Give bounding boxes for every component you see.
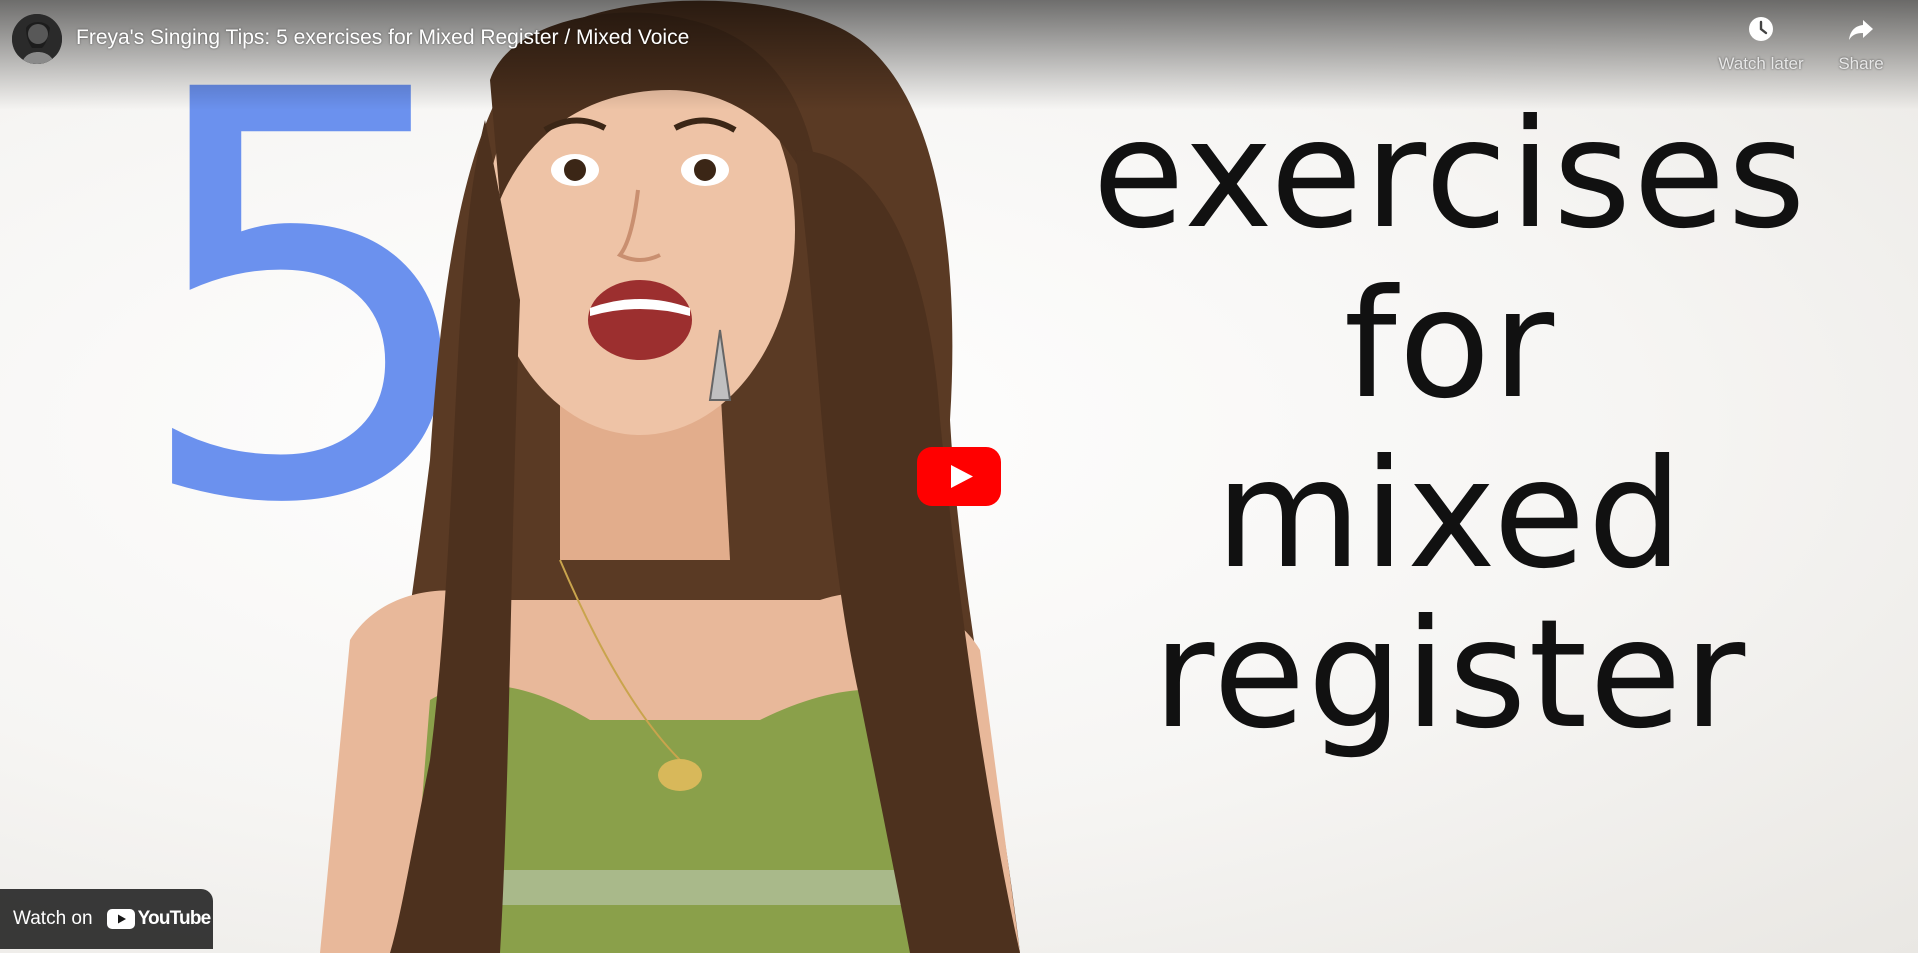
watch-on-label: Watch on — [13, 908, 93, 929]
channel-avatar[interactable] — [12, 14, 62, 64]
youtube-wordmark: YouTube — [137, 908, 212, 929]
watch-later-label: Watch later — [1718, 54, 1804, 73]
thumbnail-text-line-mixed: mixed — [1215, 428, 1685, 602]
avatar-image — [12, 14, 62, 64]
share-button[interactable]: Share — [1813, 14, 1909, 74]
share-label: Share — [1838, 54, 1884, 73]
share-arrow-icon — [1849, 20, 1873, 40]
youtube-logo-icon — [106, 909, 135, 929]
video-title-link[interactable]: Freya's Singing Tips: 5 exercises for Mi… — [76, 26, 690, 49]
youtube-logo: YouTube — [106, 908, 212, 930]
thumbnail-text-line-for: for — [1343, 258, 1557, 432]
play-icon — [951, 465, 973, 488]
play-button[interactable] — [917, 447, 1001, 506]
watch-later-button[interactable]: Watch later — [1713, 14, 1809, 74]
clock-icon — [1749, 17, 1773, 41]
thumbnail-person — [320, 0, 1020, 953]
watch-on-youtube-button[interactable]: Watch on YouTube — [0, 889, 213, 949]
thumbnail-text-line-exercises: exercises — [1092, 88, 1808, 262]
thumbnail-text-line-register: register — [1152, 588, 1748, 762]
